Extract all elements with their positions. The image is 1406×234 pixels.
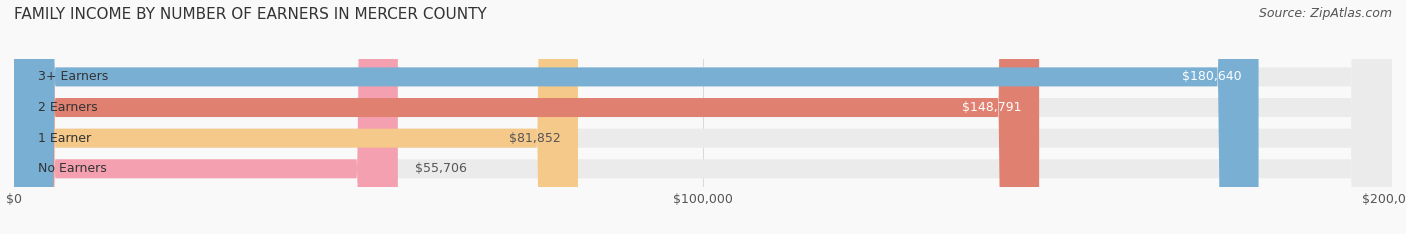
- Text: $81,852: $81,852: [509, 132, 561, 145]
- FancyBboxPatch shape: [14, 0, 1258, 234]
- FancyBboxPatch shape: [14, 0, 1392, 234]
- Text: $148,791: $148,791: [963, 101, 1022, 114]
- FancyBboxPatch shape: [14, 0, 1039, 234]
- FancyBboxPatch shape: [14, 0, 578, 234]
- Text: $55,706: $55,706: [415, 162, 467, 175]
- Text: 3+ Earners: 3+ Earners: [38, 70, 108, 83]
- FancyBboxPatch shape: [14, 0, 398, 234]
- Text: $180,640: $180,640: [1181, 70, 1241, 83]
- Text: 2 Earners: 2 Earners: [38, 101, 98, 114]
- FancyBboxPatch shape: [14, 0, 1392, 234]
- FancyBboxPatch shape: [14, 0, 1392, 234]
- Text: Source: ZipAtlas.com: Source: ZipAtlas.com: [1258, 7, 1392, 20]
- Text: No Earners: No Earners: [38, 162, 107, 175]
- Text: FAMILY INCOME BY NUMBER OF EARNERS IN MERCER COUNTY: FAMILY INCOME BY NUMBER OF EARNERS IN ME…: [14, 7, 486, 22]
- FancyBboxPatch shape: [14, 0, 1392, 234]
- Text: 1 Earner: 1 Earner: [38, 132, 91, 145]
